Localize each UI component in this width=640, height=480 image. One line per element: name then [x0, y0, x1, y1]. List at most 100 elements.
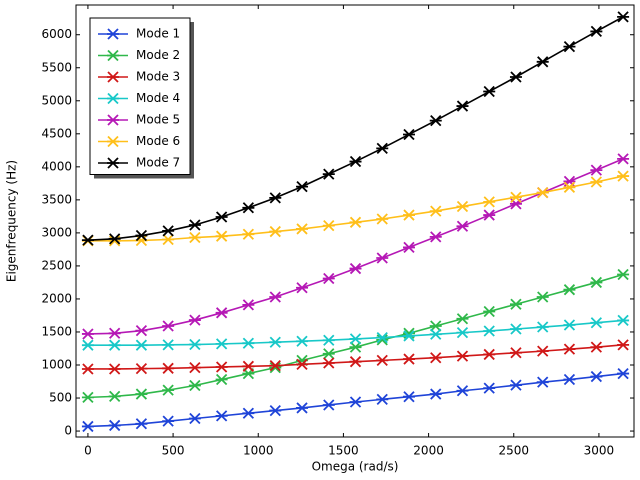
marker — [269, 404, 282, 417]
marker — [296, 358, 309, 370]
marker — [376, 393, 389, 405]
marker — [563, 343, 576, 355]
marker — [322, 334, 335, 346]
y-tick-label: 5500 — [41, 60, 72, 74]
marker — [402, 330, 415, 342]
marker — [617, 314, 630, 327]
marker — [162, 339, 175, 351]
legend-label: Mode 4 — [136, 91, 180, 105]
marker — [242, 202, 255, 214]
marker — [509, 298, 522, 310]
marker — [108, 327, 121, 339]
marker — [483, 305, 496, 318]
legend-label: Mode 6 — [136, 134, 180, 148]
legend-marker — [107, 92, 119, 105]
y-tick-label: 5000 — [41, 93, 72, 107]
y-tick-label: 2500 — [41, 258, 72, 272]
legend-box — [89, 17, 191, 175]
marker — [590, 370, 603, 383]
x-tick-label: 2000 — [413, 444, 444, 458]
marker — [162, 233, 175, 246]
marker — [456, 100, 469, 112]
marker — [269, 360, 282, 372]
marker — [81, 234, 94, 246]
marker — [162, 362, 175, 374]
legend-marker — [107, 71, 119, 83]
marker — [509, 347, 522, 359]
marker — [617, 339, 630, 351]
marker — [215, 307, 228, 319]
x-tick-label: 0 — [84, 444, 92, 458]
marker — [322, 357, 335, 369]
x-tick-label: 2500 — [498, 444, 529, 458]
legend-label: Mode 5 — [136, 113, 180, 127]
marker — [296, 402, 309, 414]
marker — [509, 71, 522, 83]
marker — [135, 388, 148, 400]
marker — [135, 339, 148, 351]
marker — [215, 410, 228, 422]
marker — [376, 142, 389, 154]
marker — [188, 219, 201, 231]
marker — [215, 373, 228, 386]
legend-label: Mode 1 — [136, 27, 180, 41]
marker — [509, 379, 522, 391]
y-tick-label: 3000 — [41, 225, 72, 239]
marker — [215, 211, 228, 223]
x-tick-label: 1500 — [328, 444, 359, 458]
marker — [536, 56, 549, 68]
legend-marker — [107, 135, 119, 148]
legend-marker — [107, 49, 119, 62]
marker — [108, 235, 121, 247]
marker — [108, 419, 121, 432]
marker — [135, 229, 148, 242]
marker — [242, 299, 255, 311]
y-tick-label: 500 — [49, 391, 72, 405]
marker — [563, 40, 576, 53]
marker — [135, 418, 148, 430]
legend-marker — [107, 114, 119, 126]
marker — [617, 170, 630, 182]
marker — [483, 348, 496, 361]
marker — [536, 321, 549, 333]
marker — [349, 341, 362, 353]
marker — [81, 328, 94, 340]
marker — [563, 284, 576, 296]
marker — [456, 313, 469, 325]
x-tick-label: 3000 — [584, 444, 615, 458]
y-tick-label: 2000 — [41, 291, 72, 305]
legend-marker — [107, 28, 119, 40]
marker — [108, 390, 121, 403]
legend-marker — [107, 157, 119, 169]
marker — [269, 192, 282, 204]
marker — [188, 412, 201, 425]
marker — [269, 362, 282, 374]
marker — [402, 128, 415, 141]
marker — [563, 319, 576, 331]
marker — [536, 376, 549, 388]
x-tick-label: 1000 — [243, 444, 274, 458]
marker — [617, 268, 630, 281]
marker — [215, 338, 228, 350]
marker — [349, 216, 362, 228]
marker — [349, 396, 362, 408]
marker — [429, 352, 442, 364]
marker — [162, 384, 175, 396]
marker — [188, 231, 201, 244]
legend-label: Mode 3 — [136, 70, 180, 84]
y-tick-label: 4000 — [41, 159, 72, 173]
marker — [108, 339, 121, 351]
marker — [322, 348, 335, 360]
legend: Mode 1 Mode 2 Mode 3 Mode 4 Mode 5 Mode 6 Mode… — [89, 17, 194, 179]
marker — [322, 272, 335, 285]
marker — [188, 379, 201, 392]
marker — [429, 205, 442, 217]
marker — [536, 291, 549, 303]
marker — [269, 225, 282, 238]
marker — [429, 320, 442, 332]
marker — [215, 361, 228, 373]
plot-area — [75, 4, 635, 438]
marker — [242, 228, 255, 240]
marker — [135, 325, 148, 337]
marker — [590, 25, 603, 38]
